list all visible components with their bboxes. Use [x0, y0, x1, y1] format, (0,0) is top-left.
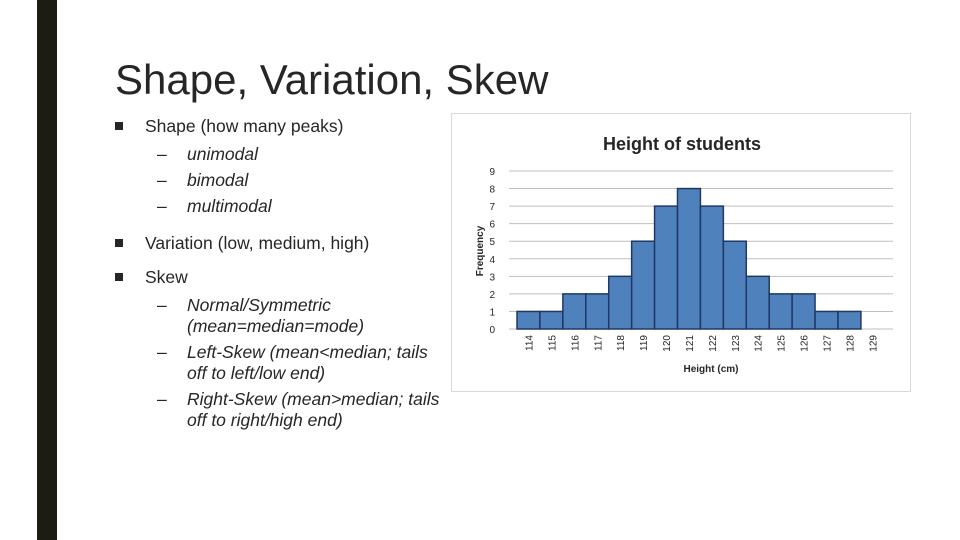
x-tick-label: 122 [708, 335, 719, 352]
histogram-bar [630, 240, 656, 330]
y-tick-label: 9 [489, 167, 495, 178]
x-tick-label: 126 [800, 335, 811, 352]
histogram-bar [562, 293, 587, 330]
y-tick-label: 3 [489, 272, 495, 283]
y-axis-label: Frequency [475, 225, 486, 276]
sub-bullet-normal: – Normal/Symmetric (mean=median=mode) [115, 295, 387, 337]
sub-bullet-text: multimodal [187, 196, 272, 216]
y-tick-label: 4 [489, 255, 495, 266]
bullet-text: Variation (low, medium, high) [145, 233, 370, 253]
dash-icon: – [157, 342, 167, 362]
histogram-svg: Height of students Frequency Height (cm)… [475, 134, 893, 375]
histogram-bar [791, 293, 816, 330]
histogram-chart: Height of students Frequency Height (cm)… [451, 113, 911, 392]
histogram-bar [653, 205, 679, 330]
dash-icon: – [157, 170, 167, 190]
y-tick-label: 6 [489, 220, 495, 231]
x-tick-label: 121 [685, 335, 696, 352]
sub-bullet-text: unimodal [187, 144, 259, 164]
x-tick-label: 117 [593, 335, 604, 351]
x-tick-label: 128 [845, 335, 856, 352]
x-ticks: 114 115 116 117 118 119 120 121 122 123 124 125 126 1… [524, 335, 879, 352]
bullet-variation: Variation (low, medium, high) [115, 233, 445, 254]
histogram-bar [768, 293, 793, 330]
histogram-bar [837, 310, 862, 330]
sub-bullet-text: Right-Skew (mean>median; tails off to ri… [187, 389, 440, 430]
histogram-bar [676, 187, 702, 330]
x-tick-label: 120 [662, 335, 673, 352]
dash-icon: – [157, 389, 167, 409]
bars [516, 187, 862, 330]
square-bullet-icon [115, 122, 123, 130]
histogram-bar [699, 205, 725, 330]
y-tick-label: 0 [489, 325, 495, 336]
histogram-bar [722, 240, 748, 330]
sub-bullet-left-skew: – Left-Skew (mean<median; tails off to l… [115, 342, 437, 384]
sub-bullet-text: Left-Skew (mean<median; tails off to lef… [187, 342, 428, 383]
x-tick-label: 124 [754, 335, 765, 352]
histogram-bar [814, 310, 839, 330]
x-tick-label: 115 [547, 335, 558, 351]
x-axis-label: Height (cm) [684, 364, 739, 375]
x-tick-label: 118 [616, 335, 627, 351]
dash-icon: – [157, 196, 167, 216]
dash-icon: – [157, 144, 167, 164]
slide-title: Shape, Variation, Skew [115, 56, 549, 103]
x-tick-label: 114 [524, 335, 535, 351]
y-ticks: 0 1 2 3 4 5 6 7 8 9 [489, 167, 495, 336]
sub-bullet-text: Normal/Symmetric (mean=median=mode) [187, 295, 365, 336]
sub-bullet-multimodal: – multimodal [115, 196, 445, 217]
x-tick-label: 125 [777, 335, 788, 352]
sub-bullet-right-skew: – Right-Skew (mean>median; tails off to … [115, 389, 442, 431]
histogram-bar [607, 275, 633, 330]
histogram-bar [745, 275, 770, 330]
x-tick-label: 116 [570, 335, 581, 351]
bullet-shape: Shape (how many peaks) [115, 116, 445, 137]
x-tick-label: 127 [823, 335, 834, 352]
histogram-bar [539, 310, 564, 330]
y-tick-label: 7 [489, 202, 495, 213]
x-tick-label: 119 [639, 335, 650, 351]
side-accent-bar [37, 0, 57, 540]
histogram-bar [585, 293, 610, 330]
x-tick-label: 123 [731, 335, 742, 352]
chart-title: Height of students [603, 134, 761, 154]
sub-bullet-bimodal: – bimodal [115, 170, 445, 191]
x-tick-label: 129 [868, 335, 879, 352]
y-tick-label: 2 [489, 290, 495, 301]
bullet-text: Skew [145, 267, 188, 287]
y-tick-label: 5 [489, 237, 495, 248]
sub-bullet-unimodal: – unimodal [115, 144, 445, 165]
square-bullet-icon [115, 273, 123, 281]
y-tick-label: 8 [489, 185, 495, 196]
y-tick-label: 1 [489, 307, 495, 318]
dash-icon: – [157, 295, 167, 315]
bullet-list: Shape (how many peaks) – unimodal – bimo… [115, 116, 445, 431]
bullet-skew: Skew [115, 267, 445, 288]
square-bullet-icon [115, 239, 123, 247]
bullet-text: Shape (how many peaks) [145, 116, 344, 136]
histogram-bar [516, 310, 541, 330]
sub-bullet-text: bimodal [187, 170, 249, 190]
